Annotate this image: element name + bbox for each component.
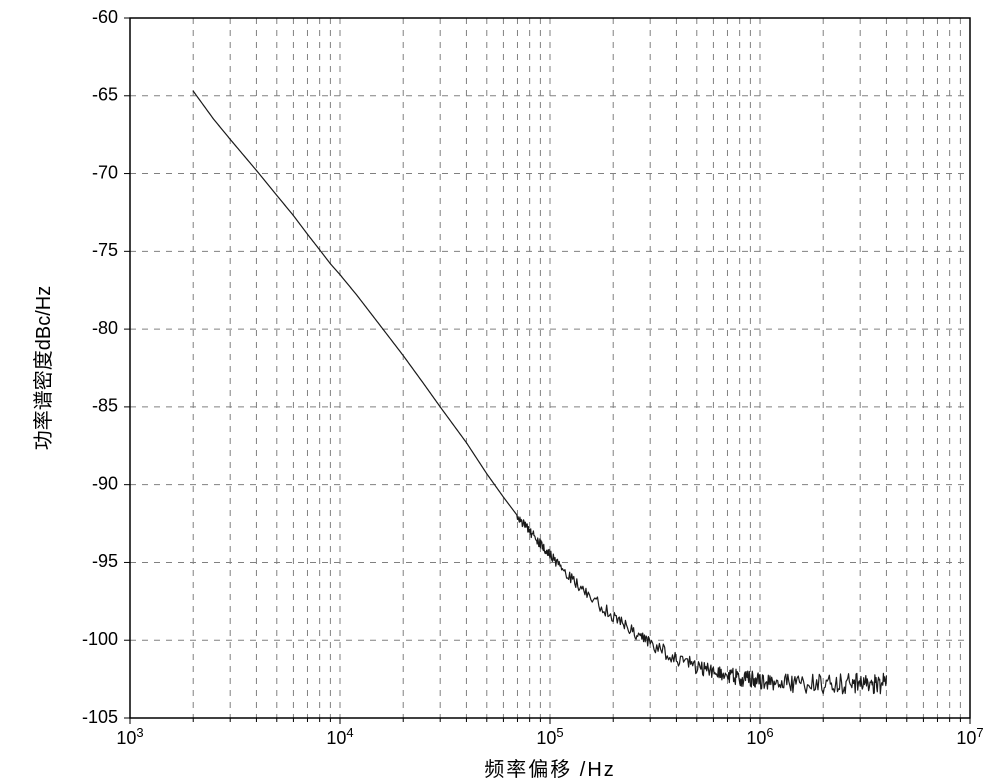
y-tick-label: -95 [92, 551, 118, 571]
chart-container: -105-100-95-90-85-80-75-70-65-6010310410… [0, 0, 1000, 783]
y-tick-label: -60 [92, 7, 118, 27]
y-tick-label: -75 [92, 240, 118, 260]
y-tick-label: -105 [82, 707, 118, 727]
y-axis-label: 功率谱密度dBc/Hz [32, 286, 55, 450]
y-tick-label: -80 [92, 318, 118, 338]
y-tick-label: -90 [92, 473, 118, 493]
phase-noise-chart: -105-100-95-90-85-80-75-70-65-6010310410… [0, 0, 1000, 783]
y-tick-label: -85 [92, 396, 118, 416]
x-axis-label: 频率偏移 /Hz [484, 758, 616, 781]
y-tick-label: -65 [92, 85, 118, 105]
y-tick-label: -70 [92, 162, 118, 182]
y-tick-label: -100 [82, 629, 118, 649]
